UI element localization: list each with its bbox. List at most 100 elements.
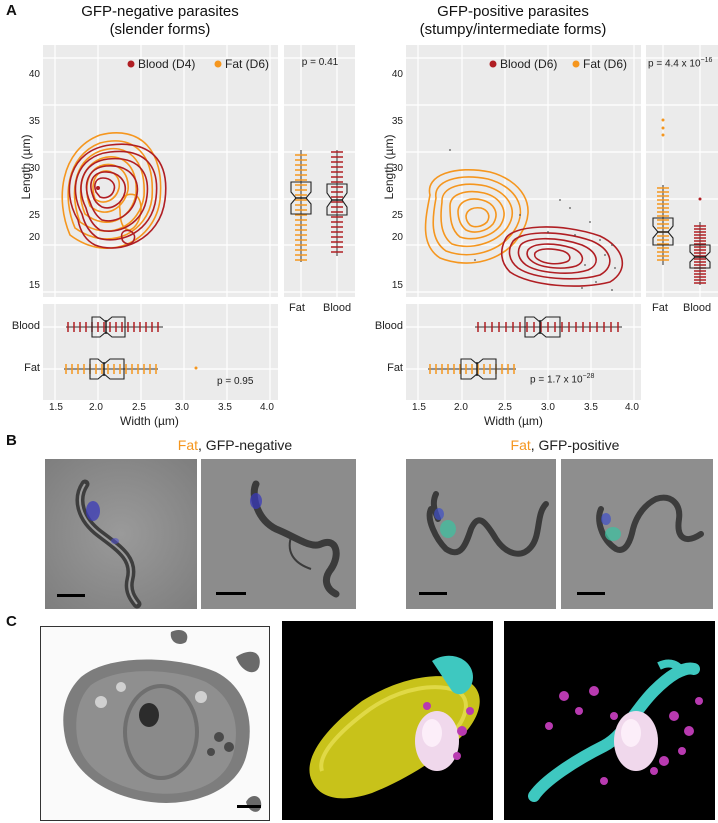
right-bottom-box-bg: [406, 304, 641, 400]
panel-b-right-label-fat: Fat: [510, 437, 531, 453]
right-fat-contours: [424, 168, 529, 264]
right-main-plot-bg: [406, 45, 641, 297]
right-xtick-3: 2.5: [498, 402, 512, 413]
left-box-label-fat: Fat: [289, 302, 305, 314]
right-ytick-40: 40: [391, 69, 403, 80]
left-bottom-box-bg: [43, 304, 278, 400]
left-ytick-30: 30: [28, 163, 40, 174]
panel-b-right-label-rest: , GFP-positive: [530, 437, 620, 453]
right-p-width-exp: −28: [582, 373, 595, 380]
right-yticks: 40 35 30 25: [385, 51, 403, 239]
right-ytick-35: 35: [391, 116, 403, 127]
3d-reconstruction-organelles: [504, 621, 715, 820]
em-scale-bar: [237, 805, 261, 808]
left-legend-blood: Blood (D4): [138, 57, 196, 71]
panel-letter-a: A: [6, 2, 17, 19]
scale-bar: [57, 594, 85, 597]
panel-letter-c: C: [6, 613, 17, 630]
right-legend-fat: Fat (D6): [583, 57, 628, 71]
right-box-label-fat: Fat: [652, 302, 668, 314]
right-p-width-base: p = 1.7 x 10: [530, 374, 583, 386]
left-ytick-15: 15: [28, 280, 40, 291]
left-bottom-label-fat: Fat: [24, 362, 40, 374]
left-p-length: p = 0.41: [301, 57, 339, 68]
left-ytick-35: 35: [28, 116, 40, 127]
right-xtick-5: 3.5: [584, 402, 598, 413]
left-ytick-20: 20: [28, 232, 40, 243]
right-xticks: 1.5 2.0 2.5 3.0 3.5 4.0: [406, 402, 641, 414]
right-chart-title: GFP-positive parasites (stumpy/intermedi…: [388, 3, 638, 39]
left-p-width: p = 0.95: [217, 376, 254, 387]
left-right-box-bg: [284, 45, 355, 297]
right-p-length-base: p = 4.4 x 10: [648, 58, 701, 70]
panel-b-left-label-rest: , GFP-negative: [198, 437, 293, 453]
left-chart: [43, 45, 355, 400]
right-ytick-25: 25: [391, 210, 403, 221]
left-blood-length-box: [326, 150, 348, 256]
micrograph-gfp-negative-1: [45, 459, 197, 609]
left-xtick-6: 4.0: [260, 402, 274, 413]
right-ytick-15: 15: [391, 280, 403, 291]
left-xtick-2: 2.0: [89, 402, 103, 413]
right-legend-blood-dot: [489, 60, 497, 68]
right-p-length: p = 4.4 x 10−16: [648, 57, 712, 69]
right-title-line2: (stumpy/intermediate forms): [419, 21, 607, 38]
right-xtick-4: 3.0: [541, 402, 555, 413]
3d-reconstruction-full: [282, 621, 493, 820]
right-p-length-exp: −16: [700, 57, 713, 64]
micrograph-gfp-positive-1: [406, 459, 556, 609]
right-xtick-2: 2.0: [454, 402, 468, 413]
left-xticks: 1.5 2.0 2.5 3.0 3.5 4.0: [43, 402, 278, 414]
right-fat-length-box: [652, 118, 674, 265]
left-legend-blood-dot: [127, 60, 135, 68]
panel-b-left-label-fat: Fat: [177, 437, 199, 453]
panel-b-left-label: Fat, GFP-negative: [150, 437, 320, 453]
right-xtick-1: 1.5: [412, 402, 426, 413]
left-legend-fat: Fat (D6): [225, 57, 270, 71]
left-fat-length-box: [290, 150, 312, 262]
left-legend-fat-dot: [214, 60, 222, 68]
left-blood-contours: [68, 143, 167, 249]
left-bottom-label-blood: Blood: [11, 320, 40, 332]
panel-letter-b: B: [6, 432, 17, 449]
right-box-label-blood: Blood: [683, 302, 712, 314]
left-box-label-blood: Blood: [323, 302, 352, 314]
right-ytick-30: 30: [391, 163, 403, 174]
scale-bar: [419, 592, 447, 595]
right-blood-contours: [500, 226, 624, 287]
left-chart-title: GFP-negative parasites (slender forms): [40, 3, 280, 39]
panel-a-charts: [43, 45, 718, 400]
micrograph-gfp-negative-2: [201, 459, 356, 609]
scale-bar: [216, 592, 246, 595]
left-xtick-4: 3.0: [175, 402, 189, 413]
right-bottom-label-fat: Fat: [387, 362, 403, 374]
right-ytick-20: 20: [391, 232, 403, 243]
micrograph-gfp-positive-2: [561, 459, 713, 609]
right-chart: [406, 45, 718, 400]
right-blood-length-box: [689, 197, 711, 285]
right-title-line1: GFP-positive parasites: [437, 3, 589, 20]
right-legend-fat-dot: [572, 60, 580, 68]
left-ytick-40: 40: [28, 69, 40, 80]
panel-b-right-label: Fat, GFP-positive: [480, 437, 650, 453]
right-blood-width-box: [475, 316, 622, 338]
right-xlabel: Width (µm): [484, 414, 543, 428]
left-title-line1: GFP-negative parasites: [81, 3, 239, 20]
right-fat-width-box: [428, 358, 516, 380]
left-yticks: 40 35 30 25: [22, 51, 40, 239]
left-xtick-1: 1.5: [49, 402, 63, 413]
right-xtick-6: 4.0: [625, 402, 639, 413]
left-xtick-5: 3.5: [218, 402, 232, 413]
right-legend-blood: Blood (D6): [500, 57, 558, 71]
right-bottom-label-blood: Blood: [374, 320, 403, 332]
left-ytick-25: 25: [28, 210, 40, 221]
left-main-plot-bg: [43, 45, 278, 297]
left-blood-width-box: [66, 316, 163, 338]
scale-bar: [577, 592, 605, 595]
right-right-box-bg: [646, 45, 718, 297]
left-xlabel: Width (µm): [120, 414, 179, 428]
right-p-width: p = 1.7 x 10−28: [530, 373, 594, 385]
left-title-line2: (slender forms): [109, 21, 211, 38]
electron-micrograph: [40, 626, 270, 821]
left-xtick-3: 2.5: [132, 402, 146, 413]
